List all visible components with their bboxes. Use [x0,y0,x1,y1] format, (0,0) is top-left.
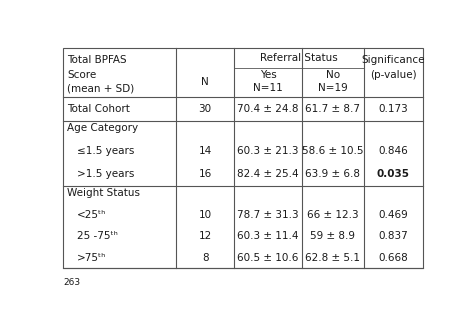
Bar [63,48,423,268]
Text: >1.5 years: >1.5 years [77,169,134,179]
Text: N=11: N=11 [253,83,283,93]
Text: (mean + SD): (mean + SD) [67,84,135,94]
Text: 82.4 ± 25.4: 82.4 ± 25.4 [237,169,299,179]
Text: Weight Status: Weight Status [67,188,140,198]
Text: 66 ± 12.3: 66 ± 12.3 [307,210,359,220]
Text: 0.837: 0.837 [378,232,408,241]
Text: <25ᵗʰ: <25ᵗʰ [77,210,106,220]
Text: >75ᵗʰ: >75ᵗʰ [77,253,106,263]
Text: Yes: Yes [260,71,276,80]
Text: 10: 10 [199,210,212,220]
Text: N=19: N=19 [318,83,348,93]
Text: 62.8 ± 5.1: 62.8 ± 5.1 [305,253,360,263]
Text: 70.4 ± 24.8: 70.4 ± 24.8 [237,104,299,114]
Text: 16: 16 [199,169,212,179]
Text: 263: 263 [63,278,80,287]
Text: 0.173: 0.173 [378,104,408,114]
Text: N: N [201,77,209,87]
Text: 0.846: 0.846 [378,146,408,156]
Text: 60.3 ± 21.3: 60.3 ± 21.3 [237,146,299,156]
Text: 0.035: 0.035 [377,169,410,179]
Text: ≤1.5 years: ≤1.5 years [77,146,134,156]
Text: 12: 12 [199,232,212,241]
Text: Total BPFAS: Total BPFAS [67,55,127,65]
Text: 59 ± 8.9: 59 ± 8.9 [310,232,356,241]
Text: 61.7 ± 8.7: 61.7 ± 8.7 [305,104,360,114]
Text: 58.6 ± 10.5: 58.6 ± 10.5 [302,146,364,156]
Text: 0.668: 0.668 [378,253,408,263]
Text: 8: 8 [202,253,209,263]
Text: 78.7 ± 31.3: 78.7 ± 31.3 [237,210,299,220]
Text: Score: Score [67,70,97,80]
Text: Significance: Significance [362,55,425,65]
Text: Total Cohort: Total Cohort [67,104,130,114]
Text: No: No [326,71,340,80]
Text: 30: 30 [199,104,212,114]
Text: (p-value): (p-value) [370,71,417,80]
Text: Age Category: Age Category [67,123,138,133]
Text: 14: 14 [199,146,212,156]
Text: 63.9 ± 6.8: 63.9 ± 6.8 [305,169,360,179]
Text: 0.469: 0.469 [378,210,408,220]
Text: Referral Status: Referral Status [260,53,337,63]
Text: 60.5 ± 10.6: 60.5 ± 10.6 [237,253,299,263]
Text: 60.3 ± 11.4: 60.3 ± 11.4 [237,232,299,241]
Text: 25 -75ᵗʰ: 25 -75ᵗʰ [77,232,118,241]
